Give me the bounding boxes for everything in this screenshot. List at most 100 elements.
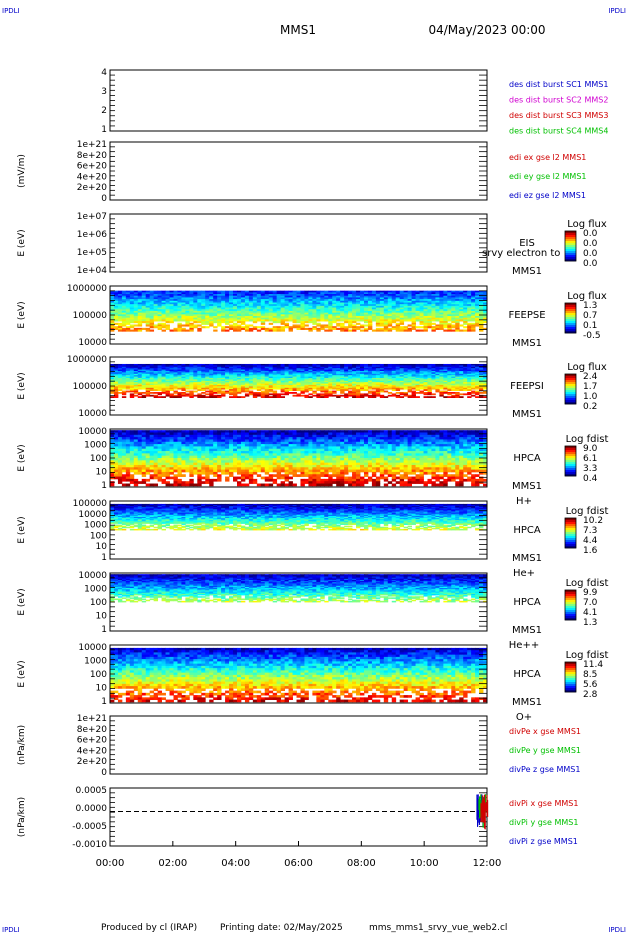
y-tick-label: 8e+20: [77, 725, 108, 735]
colorbar-frame: [564, 373, 577, 405]
legend-entry: edi ey gse l2 MMS1: [509, 172, 587, 181]
y-tick-label: 0.0000: [76, 804, 108, 814]
y-tick-label: 10000: [78, 427, 107, 437]
spectrogram: [110, 503, 488, 531]
x-tick-label: 10:00: [410, 858, 439, 869]
instrument-label: HPCA: [513, 669, 541, 680]
spacecraft-label: MMS1: [512, 553, 542, 564]
y-tick-label: 6e+20: [77, 736, 108, 746]
colorbar-title: Log flux: [567, 291, 607, 302]
colorbar-frame: [564, 589, 577, 621]
spacecraft-label: MMS1: [512, 266, 542, 277]
footer-produced-by: Produced by cl (IRAP): [101, 923, 197, 933]
y-tick-label: 1000: [84, 521, 107, 531]
y-tick-label: 1: [101, 481, 107, 491]
colorbar-title: Log flux: [567, 219, 607, 230]
y-tick-label: 100: [90, 598, 107, 608]
colorbar: [565, 518, 576, 549]
y-axis-label: E (eV): [17, 660, 27, 687]
legend-entry: des dist burst SC1 MMS1: [509, 80, 608, 89]
legend-entry: des dist burst SC2 MMS2: [509, 96, 608, 105]
instrument-label: HPCA: [513, 597, 541, 608]
colorbar: [565, 303, 576, 334]
y-tick-label: 1: [101, 697, 107, 707]
y-tick-label: 1000: [84, 657, 107, 667]
colorbar-tick-label: 9.0: [583, 444, 598, 454]
spacecraft-label: MMS1: [512, 409, 542, 420]
colorbar-tick-label: 3.3: [583, 464, 597, 474]
colorbar-frame: [564, 230, 577, 262]
colorbar-title: Log fdist: [566, 578, 609, 589]
legend-entry: divPi x gse MMS1: [509, 799, 578, 808]
colorbar-tick-label: 2.4: [583, 372, 598, 382]
y-axis-label: E (eV): [17, 444, 27, 471]
colorbar-title: Log fdist: [566, 650, 609, 661]
colorbar-tick-label: 1.3: [583, 618, 597, 628]
colorbar-tick-label: 10.2: [583, 516, 603, 526]
instrument-label: EIS: [519, 238, 535, 249]
colorbar-tick-label: 0.1: [583, 321, 597, 331]
y-tick-label: 10: [96, 468, 108, 478]
colorbar-tick-label: 0.4: [583, 474, 598, 484]
y-axis-label: (nPa/km): [17, 725, 27, 765]
colorbar-tick-label: 11.4: [583, 660, 603, 670]
y-axis-label: (nPa/km): [17, 797, 27, 837]
colorbar-tick-label: 0.0: [583, 249, 598, 259]
spectrogram: [110, 290, 488, 332]
colorbar: [565, 231, 576, 262]
legend-entry: divPe y gse MMS1: [509, 746, 581, 755]
colorbar: [565, 662, 576, 693]
colorbar-tick-label: 4.1: [583, 608, 597, 618]
spectrogram: [110, 647, 488, 703]
header-spacecraft: MMS1: [280, 23, 316, 37]
y-tick-label: 100000: [73, 382, 108, 392]
y-tick-label: 0: [101, 768, 107, 778]
colorbar-tick-label: 2.8: [583, 690, 598, 700]
y-tick-label: 1000000: [67, 355, 107, 365]
x-tick-label: 00:00: [96, 858, 125, 869]
colorbar: [565, 590, 576, 621]
y-tick-label: -0.0005: [72, 822, 107, 832]
corner-label: IPDLI: [608, 926, 626, 934]
divpi-trace: [476, 794, 489, 830]
footer-printing-date: Printing date: 02/May/2025: [220, 923, 343, 933]
y-axis-label: (mV/m): [17, 154, 27, 188]
panel-frame: [109, 69, 488, 132]
y-tick-label: 10000: [78, 409, 107, 419]
spectrogram: [110, 574, 488, 603]
colorbar-tick-label: 7.0: [583, 598, 598, 608]
spacecraft-label: MMS1: [512, 338, 542, 349]
y-tick-label: 4e+20: [77, 746, 108, 756]
y-tick-label: 1: [101, 553, 107, 563]
y-tick-label: 1: [101, 125, 107, 135]
header-date: 04/May/2023 00:00: [428, 23, 545, 37]
colorbar: [565, 374, 576, 405]
spacecraft-label: MMS1: [512, 481, 542, 492]
y-tick-label: 1000: [84, 585, 107, 595]
instrument-label: FEEPSE: [508, 310, 545, 321]
colorbar-frame: [564, 302, 577, 334]
panel-frame: [109, 787, 488, 847]
colorbar-title: Log fdist: [566, 434, 609, 445]
y-tick-label: 100: [90, 531, 107, 541]
y-tick-label: 10000: [78, 571, 107, 581]
y-tick-label: 10000: [78, 338, 107, 348]
y-tick-label: 0.0005: [76, 786, 108, 796]
corner-label: IPDLI: [608, 7, 626, 15]
instrument-label: HPCA: [513, 453, 541, 464]
colorbar-frame: [564, 445, 577, 477]
legend-entry: edi ez gse l2 MMS1: [509, 191, 586, 200]
legend-entry: divPi y gse MMS1: [509, 818, 578, 827]
colorbar-tick-label: 1.0: [583, 392, 598, 402]
spectrogram: [110, 363, 488, 398]
x-tick-label: 08:00: [347, 858, 376, 869]
y-tick-label: 10000: [78, 643, 107, 653]
x-tick-label: 02:00: [158, 858, 187, 869]
instrument-label: FEEPSI: [510, 381, 544, 392]
y-tick-label: 10: [96, 684, 108, 694]
instrument-label: HPCA: [513, 525, 541, 536]
y-tick-label: 1e+07: [77, 212, 107, 222]
species-label: He++: [509, 640, 539, 651]
colorbar-tick-label: 1.7: [583, 382, 597, 392]
